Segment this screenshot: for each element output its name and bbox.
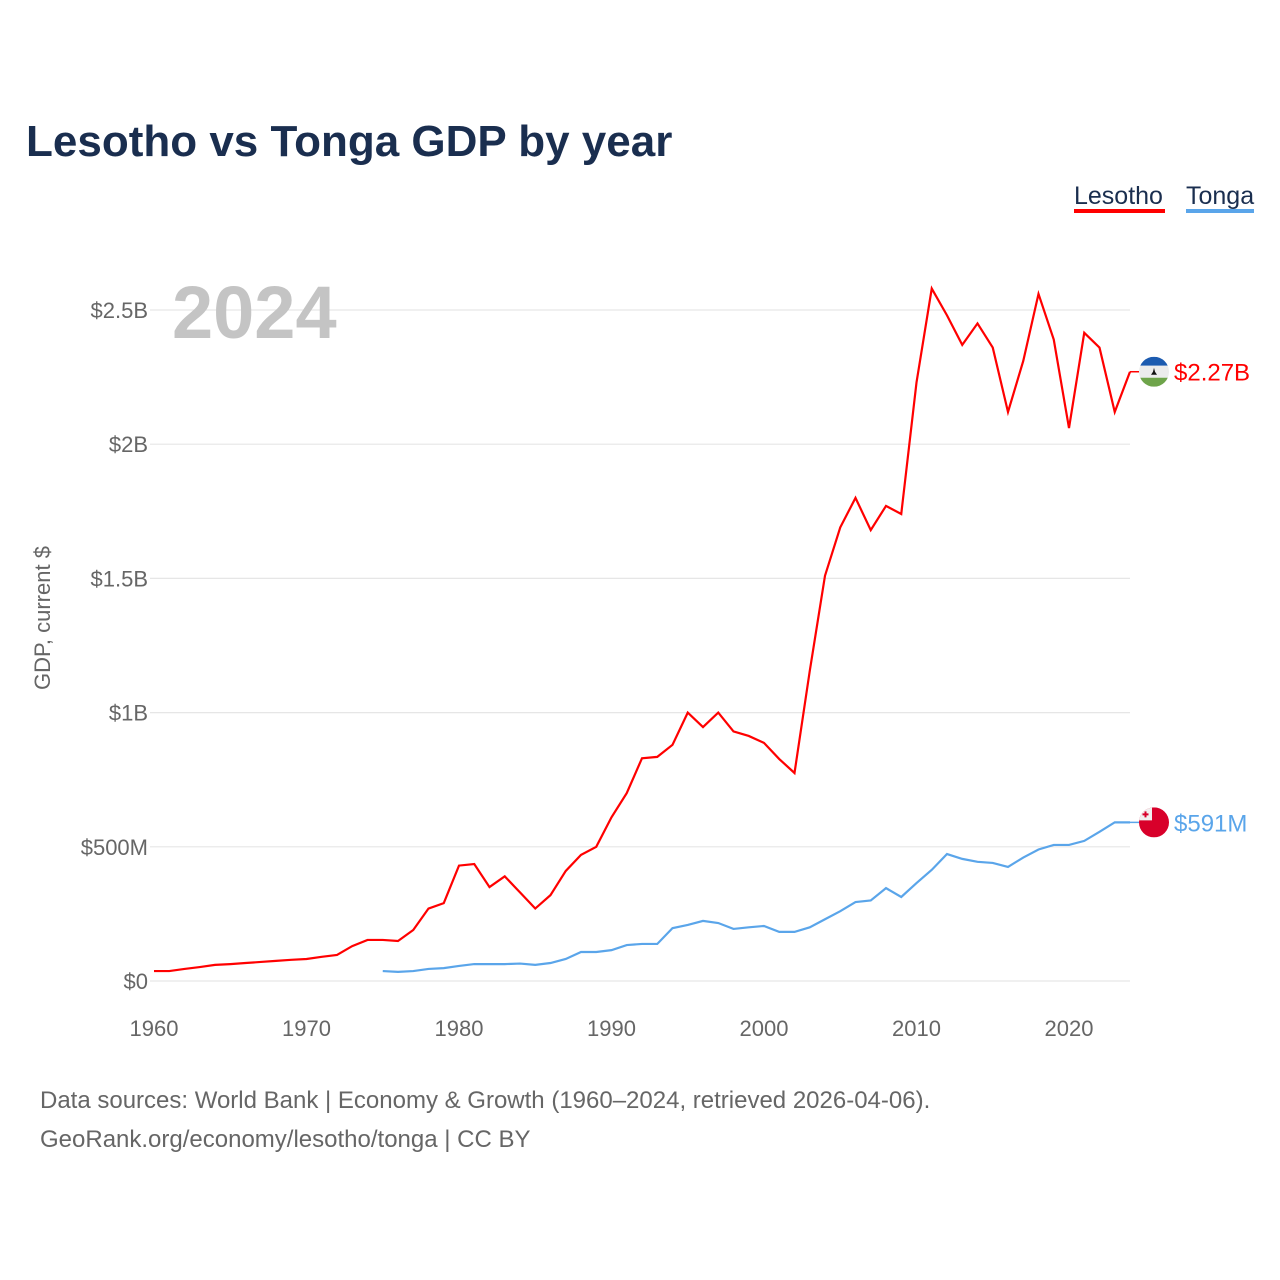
y-tick-label: $1.5B bbox=[91, 566, 149, 591]
gridlines bbox=[150, 309, 1130, 982]
tonga-flag-icon bbox=[1139, 807, 1169, 838]
legend-item-lesotho[interactable]: Lesotho bbox=[1074, 182, 1165, 213]
legend-item-tonga[interactable]: Tonga bbox=[1186, 182, 1254, 213]
x-tick-label: 1980 bbox=[435, 1016, 484, 1041]
lesotho-flag-icon bbox=[1139, 356, 1169, 387]
end-labels: $2.27B $591M bbox=[1130, 356, 1250, 838]
end-value-label: $591M bbox=[1174, 810, 1247, 837]
chart-title: Lesotho vs Tonga GDP by year bbox=[26, 117, 672, 166]
source-link[interactable]: GeoRank.org/economy/lesotho/tonga | CC B… bbox=[40, 1126, 531, 1153]
legend-swatch bbox=[1186, 209, 1254, 213]
x-tick-label: 1990 bbox=[587, 1016, 636, 1041]
x-tick-label: 1960 bbox=[130, 1016, 179, 1041]
x-tick-label: 2020 bbox=[1045, 1016, 1094, 1041]
end-value-label: $2.27B bbox=[1174, 360, 1250, 387]
legend-swatch bbox=[1074, 209, 1165, 213]
series-line-lesotho bbox=[154, 285, 1132, 973]
y-tick-label: $2.5B bbox=[91, 298, 149, 323]
legend: Lesotho Tonga bbox=[1074, 182, 1254, 213]
y-tick-label: $500M bbox=[81, 835, 148, 860]
legend-label: Lesotho bbox=[1074, 182, 1163, 210]
y-tick-label: $2B bbox=[109, 432, 148, 457]
y-tick-label: $1B bbox=[109, 701, 148, 726]
y-axis-label: GDP, current $ bbox=[30, 546, 55, 690]
year-watermark: 2024 bbox=[172, 271, 337, 354]
x-tick-label: 2010 bbox=[892, 1016, 941, 1041]
y-axis: $0 $500M $1B $1.5B $2B $2.5B bbox=[81, 298, 148, 994]
y-tick-label: $0 bbox=[124, 969, 148, 994]
x-tick-label: 2000 bbox=[740, 1016, 789, 1041]
x-axis: 1960 1970 1980 1990 2000 2010 2020 bbox=[130, 1016, 1094, 1041]
x-tick-label: 1970 bbox=[282, 1016, 331, 1041]
source-text: Data sources: World Bank | Economy & Gro… bbox=[40, 1087, 930, 1114]
legend-label: Tonga bbox=[1186, 182, 1254, 210]
series-lines bbox=[154, 285, 1132, 973]
series-line-tonga bbox=[382, 821, 1130, 973]
